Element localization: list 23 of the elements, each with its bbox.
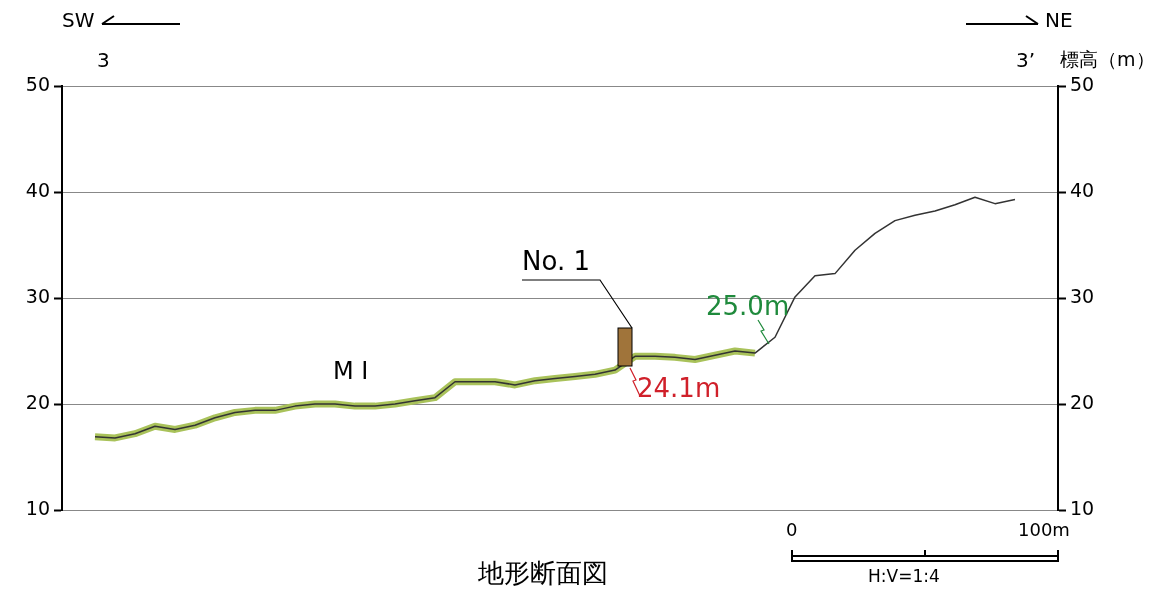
y-tick-label: 50 (25, 72, 50, 95)
text: H:V=1:4 (868, 566, 940, 587)
annotation: 25.0m (706, 291, 790, 323)
text: SW (62, 8, 95, 32)
annotation: No. 1 (522, 246, 590, 278)
y-tick-label: 20 (25, 390, 50, 413)
y2-axis-title: 標高（m） (1060, 48, 1155, 71)
text: NE (1045, 8, 1073, 32)
y2-tick-label: 50 (1070, 72, 1095, 95)
text: 3 (97, 48, 110, 72)
text: 0 (786, 519, 798, 541)
y2-tick-label: 20 (1070, 390, 1095, 413)
annotation: 24.1m (637, 372, 721, 404)
y-tick-label: 30 (25, 284, 50, 307)
text: 3’ (1016, 48, 1036, 72)
text: 地形断面図 (478, 558, 608, 590)
annotation: M I (333, 357, 369, 386)
y2-tick-label: 40 (1070, 178, 1095, 201)
y2-tick-label: 30 (1070, 284, 1095, 307)
y-tick-label: 10 (25, 496, 50, 519)
y2-tick-label: 10 (1070, 496, 1095, 519)
y-tick-label: 40 (25, 178, 50, 201)
text: 100m (1018, 519, 1070, 541)
